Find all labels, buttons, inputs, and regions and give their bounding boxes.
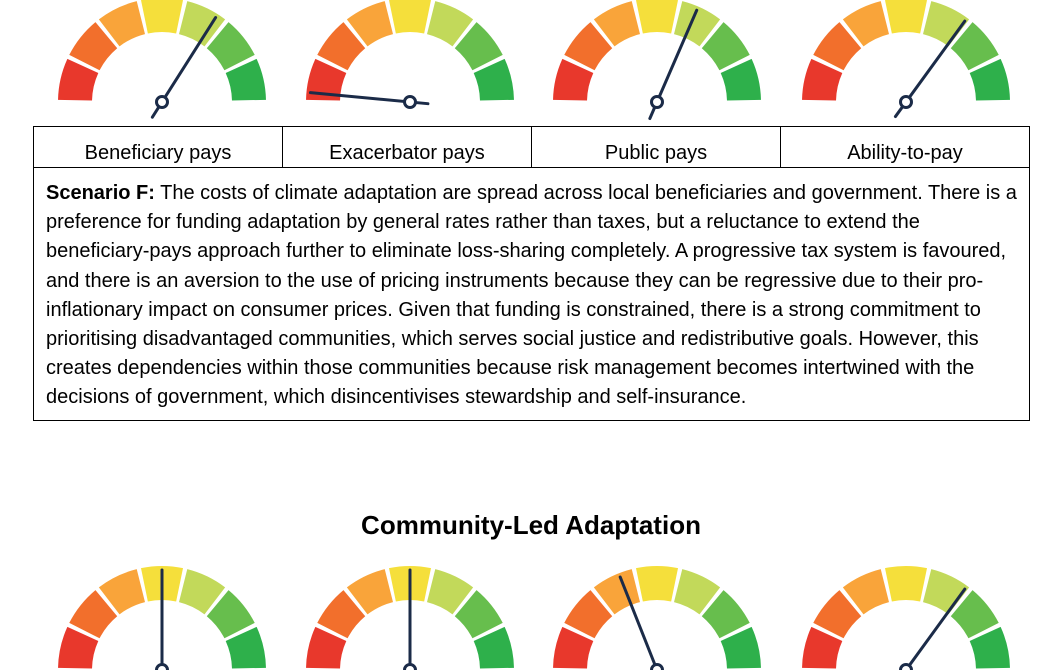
gauge-segment bbox=[885, 0, 927, 33]
gauge-public-pays bbox=[549, 0, 765, 102]
gauge-dial bbox=[54, 0, 270, 102]
gauge-hub bbox=[157, 97, 168, 108]
gauge-bottom-4 bbox=[798, 550, 1014, 670]
gauge-hub bbox=[652, 97, 663, 108]
gauge-segment bbox=[636, 0, 678, 33]
gauge-bottom-3 bbox=[549, 550, 765, 670]
header-beneficiary-pays: Beneficiary pays bbox=[34, 127, 283, 167]
gauge-hub bbox=[405, 665, 416, 670]
gauge-hub bbox=[157, 665, 168, 670]
scenario-body: The costs of climate adaptation are spre… bbox=[46, 182, 1017, 408]
gauge-hub bbox=[652, 665, 663, 670]
gauge-bottom-1 bbox=[54, 550, 270, 670]
header-ability-to-pay: Ability-to-pay bbox=[781, 127, 1029, 167]
gauge-hub bbox=[901, 665, 912, 670]
gauge-segment bbox=[389, 0, 431, 33]
gauge-beneficiary-pays bbox=[54, 0, 270, 102]
gauge-hub bbox=[901, 97, 912, 108]
gauge-dial bbox=[798, 0, 1014, 102]
gauge-dial bbox=[549, 0, 765, 102]
table-header-row: Beneficiary pays Exacerbator pays Public… bbox=[34, 127, 1029, 168]
gauge-dial bbox=[302, 0, 518, 102]
gauge-ability-to-pay bbox=[798, 0, 1014, 102]
gauge-segment bbox=[141, 0, 183, 33]
gauge-segment bbox=[885, 566, 927, 601]
scenario-description: Scenario F: The costs of climate adaptat… bbox=[34, 168, 1029, 420]
gauge-exacerbator-pays bbox=[302, 0, 518, 102]
header-public-pays: Public pays bbox=[532, 127, 781, 167]
gauge-hub bbox=[405, 97, 416, 108]
scenario-table: Beneficiary pays Exacerbator pays Public… bbox=[33, 126, 1030, 421]
gauge-bottom-2 bbox=[302, 550, 518, 670]
header-exacerbator-pays: Exacerbator pays bbox=[283, 127, 532, 167]
scenario-label: Scenario F: bbox=[46, 182, 155, 204]
gauge-dial bbox=[302, 550, 518, 670]
gauge-dial bbox=[54, 550, 270, 670]
gauge-dial bbox=[798, 550, 1014, 670]
gauge-dial bbox=[549, 550, 765, 670]
gauge-segment bbox=[636, 566, 678, 601]
section-title: Community-Led Adaptation bbox=[0, 510, 1050, 541]
